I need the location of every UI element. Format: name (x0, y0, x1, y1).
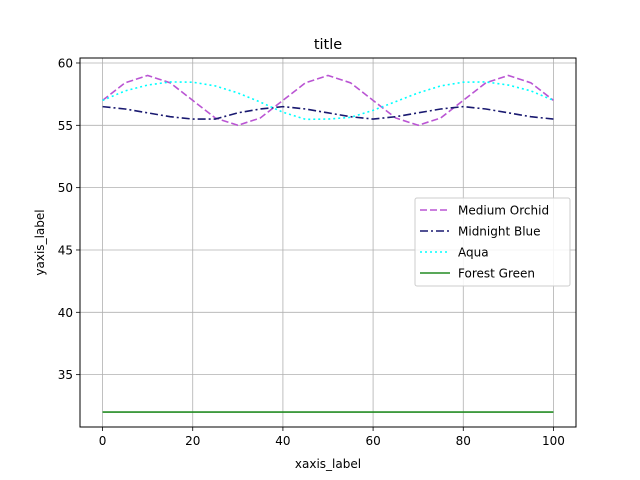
series-line-aqua (102, 81, 554, 121)
x-tick-label: 0 (99, 434, 107, 448)
x-axis-ticks: 0 20 40 60 80 100 (99, 427, 565, 448)
x-tick-label: 100 (542, 434, 565, 448)
plot-frame (79, 57, 577, 428)
y-tick-label: 50 (58, 181, 73, 195)
series-line-midnight-blue (102, 105, 554, 120)
series-layer (102, 74, 554, 413)
y-tick-label: 55 (58, 119, 73, 133)
y-tick-label: 40 (58, 306, 73, 320)
x-tick-label: 80 (456, 434, 471, 448)
grid-lines (80, 58, 576, 427)
legend-box (414, 197, 571, 287)
y-axis-label: yaxis_label (33, 209, 47, 275)
x-tick-label: 20 (185, 434, 200, 448)
legend-label-forest-green: Forest Green (458, 267, 535, 281)
legend-label-midnight-blue: Midnight Blue (458, 225, 541, 239)
legend-label-medium-orchid: Medium Orchid (458, 204, 549, 218)
chart-title: title (314, 37, 342, 53)
legend: Medium Orchid Midnight Blue Aqua Forest Gre… (414, 197, 571, 287)
y-tick-label: 60 (58, 56, 73, 70)
x-tick-label: 60 (365, 434, 380, 448)
y-axis-ticks: 35 40 45 50 55 60 (58, 56, 80, 382)
y-tick-label: 35 (58, 368, 73, 382)
series-line-medium-orchid (102, 74, 554, 127)
y-tick-label: 45 (58, 243, 73, 257)
legend-label-aqua: Aqua (458, 246, 489, 260)
x-axis-label: xaxis_label (295, 457, 361, 471)
x-tick-label: 40 (275, 434, 290, 448)
